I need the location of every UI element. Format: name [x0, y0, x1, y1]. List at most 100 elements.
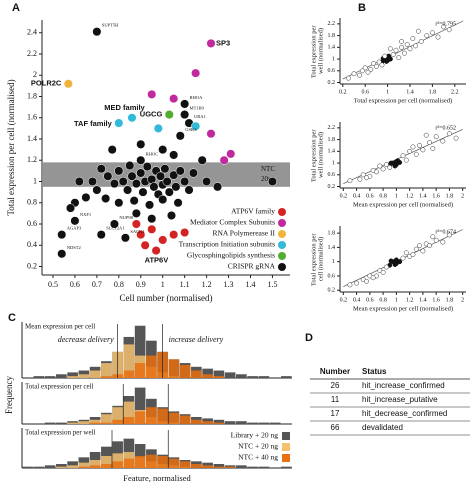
- histogram-bar: [213, 466, 225, 468]
- y-tick-label: 0.4: [27, 240, 37, 249]
- x-axis-title: Cell number (normalised): [120, 293, 213, 303]
- point: [399, 44, 405, 50]
- point: [393, 47, 399, 53]
- r-squared: r²=0.674: [435, 229, 456, 235]
- point: [92, 27, 102, 37]
- legend-label: CRISPR gRNA: [228, 262, 276, 271]
- x-tick-label: 0.8: [379, 193, 387, 199]
- r-squared: r²=0.795: [435, 21, 456, 27]
- point: [169, 150, 179, 160]
- x-axis-title: Mean expression per cell (normalised): [353, 305, 453, 312]
- histogram-bar: [224, 372, 236, 378]
- point: [164, 110, 174, 120]
- point: [400, 255, 406, 261]
- point: [149, 182, 159, 192]
- table-cell: hit_increase_putative: [362, 395, 438, 404]
- r-squared: r²=0.652: [435, 125, 456, 131]
- point: [151, 246, 161, 256]
- point: [96, 230, 106, 240]
- histogram-bar: [101, 414, 112, 424]
- point: [401, 50, 407, 56]
- histogram-bar: [101, 456, 112, 468]
- histogram-bar: [213, 370, 225, 378]
- point: [413, 246, 419, 252]
- point: [180, 227, 190, 238]
- histogram-bar: [168, 359, 180, 378]
- histogram-bar: [202, 465, 213, 468]
- x-tick-label: 1: [386, 89, 389, 95]
- point-label: SP3: [216, 38, 230, 47]
- x-tick-label: 1: [161, 280, 165, 289]
- legend-swatch: [278, 208, 286, 216]
- histogram-bar: [247, 466, 258, 468]
- point: [114, 166, 124, 176]
- point: [354, 280, 360, 286]
- x-tick-label: 1.2: [202, 280, 212, 289]
- histogram-bar: [33, 466, 45, 468]
- legend-swatch: [282, 432, 290, 440]
- point: [114, 198, 124, 208]
- x-tick-label: 1.4: [419, 193, 427, 199]
- point: [387, 165, 393, 170]
- x-tick-label: 1.8: [429, 89, 437, 95]
- histogram-bar: [179, 364, 191, 378]
- histogram-bar: [247, 376, 258, 378]
- point: [131, 179, 141, 189]
- y-axis-title: Total expression per cell (normalised): [311, 232, 325, 286]
- point: [160, 164, 170, 174]
- panel-letter: C: [8, 312, 16, 324]
- histogram-bar: [213, 376, 225, 378]
- point: [380, 269, 386, 275]
- y-tick-label: 1.4: [328, 245, 336, 251]
- point: [427, 243, 432, 249]
- point: [118, 176, 128, 187]
- y-tick-label: 1.8: [328, 33, 336, 39]
- histogram-bar: [191, 370, 202, 378]
- point: [413, 43, 419, 49]
- point: [357, 176, 363, 182]
- point: [423, 132, 429, 138]
- point: [376, 59, 382, 65]
- x-tick-label: 1.4: [406, 89, 414, 95]
- point: [180, 176, 190, 187]
- panel-letter: D: [305, 332, 313, 344]
- histogram-bar: [56, 466, 67, 468]
- point: [417, 243, 423, 249]
- histogram-bar: [202, 374, 213, 378]
- point: [403, 157, 409, 163]
- point: [364, 175, 369, 181]
- histogram-bar: [247, 422, 258, 424]
- x-tick-label: 0.2: [340, 297, 348, 303]
- y-tick-label: 0.6: [328, 273, 336, 279]
- table-header: Number: [320, 367, 350, 376]
- y-tick-label: 0.8: [27, 198, 37, 207]
- x-tick-label: 0.9: [136, 280, 146, 289]
- legend-label: ATP6V family: [231, 207, 275, 216]
- y-tick-label: 1: [33, 176, 37, 185]
- legend-swatch: [278, 252, 286, 260]
- histogram-bar: [202, 368, 213, 378]
- group-label: MED family: [104, 103, 145, 112]
- y-tick-label: 0.2: [27, 261, 37, 270]
- histogram-title: Mean expression per cell: [25, 323, 95, 331]
- x-tick-label: 0.4: [353, 297, 361, 303]
- histogram-bar: [134, 363, 146, 378]
- histogram-bar: [44, 376, 56, 378]
- y-tick-label: 0.6: [328, 68, 336, 74]
- legend-swatch: [282, 454, 290, 462]
- histogram-bar: [168, 412, 180, 424]
- y-tick-label: 1.4: [328, 149, 336, 155]
- histogram-bar: [89, 460, 101, 468]
- histogram-bar: [67, 376, 78, 378]
- point: [74, 176, 84, 187]
- x-tick-label: 1.4: [245, 280, 255, 289]
- point: [345, 75, 351, 81]
- point: [429, 30, 435, 36]
- point: [136, 230, 146, 240]
- histogram-bar: [78, 421, 90, 424]
- point: [127, 113, 137, 123]
- point-label: NDST2: [67, 245, 81, 250]
- point: [446, 232, 452, 238]
- histogram-bar: [213, 422, 225, 424]
- point: [407, 46, 413, 52]
